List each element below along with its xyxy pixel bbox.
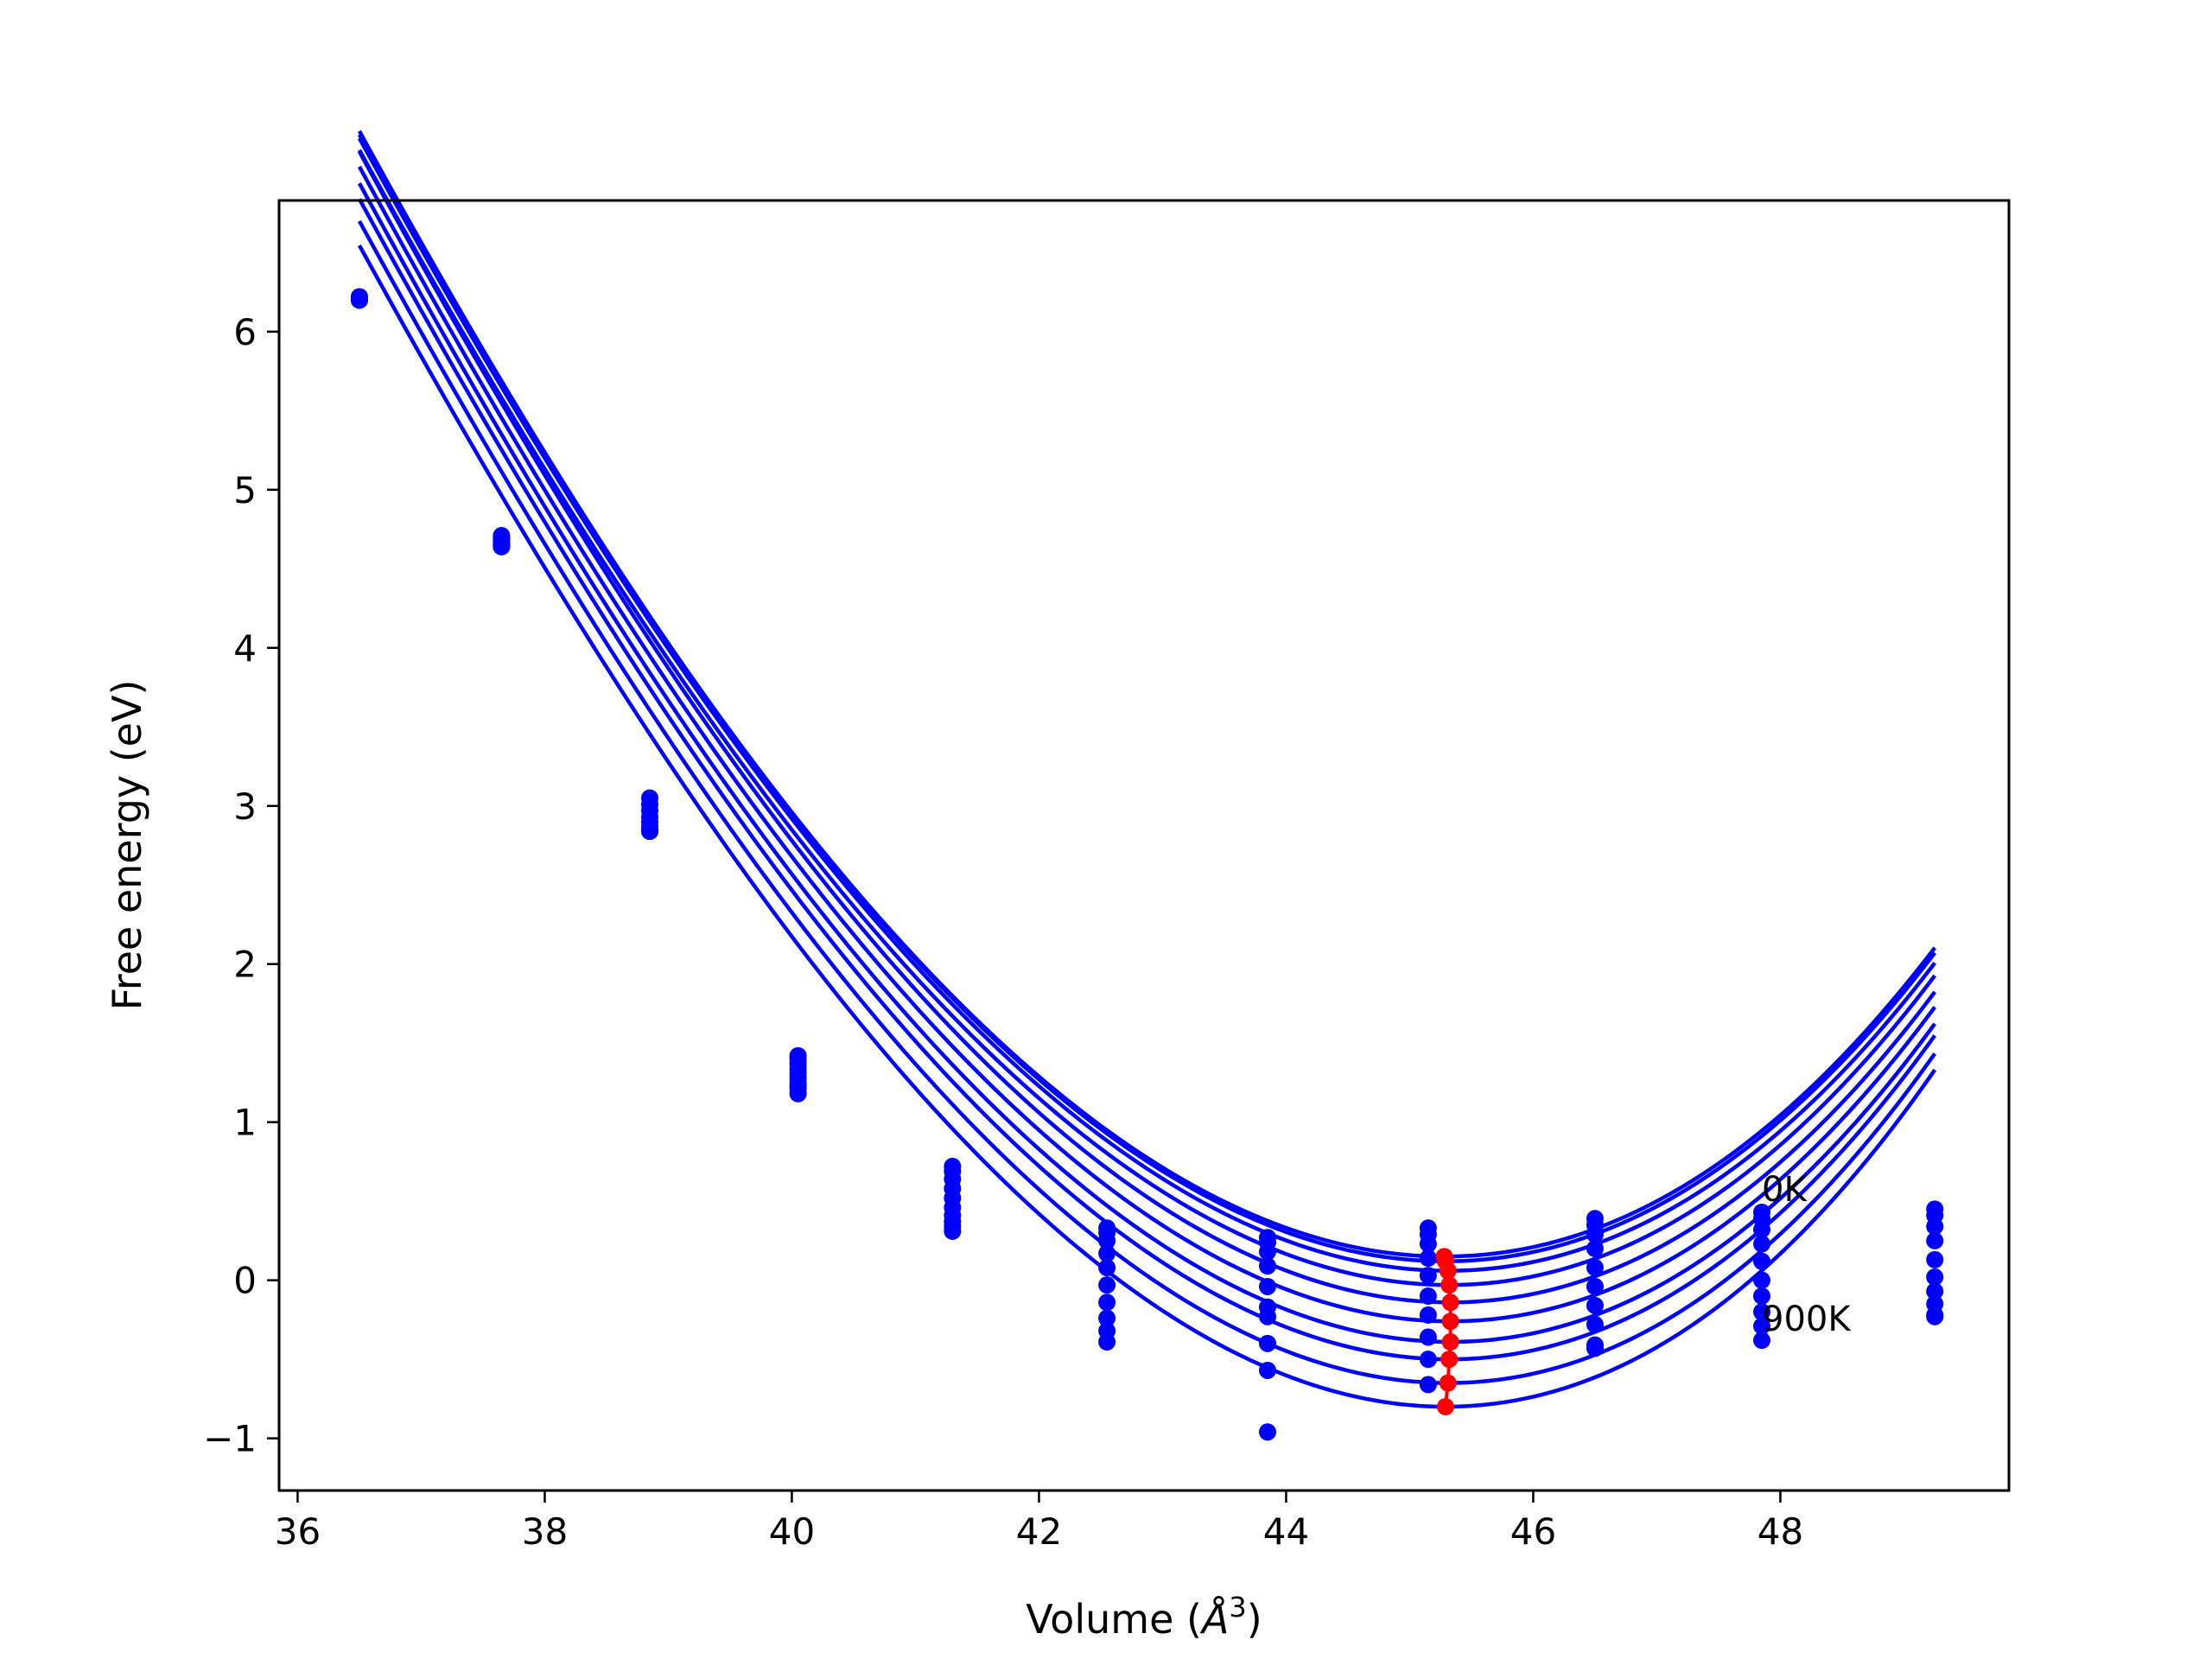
fit-curve-700K (357, 198, 1937, 1362)
data-point (1926, 1231, 1944, 1249)
data-point (1586, 1296, 1604, 1314)
x-tick-label: 46 (1510, 1510, 1556, 1553)
data-point (1259, 1257, 1276, 1275)
data-point (1926, 1250, 1944, 1268)
data-points (350, 288, 1944, 1441)
y-tick-label: 0 (233, 1260, 257, 1302)
data-point (1753, 1252, 1770, 1270)
x-tick-label: 36 (275, 1510, 321, 1553)
y-tick-label: 5 (233, 469, 257, 512)
data-point (1586, 1277, 1604, 1295)
data-point (1259, 1423, 1276, 1441)
data-point (1259, 1307, 1276, 1325)
fit-curve-0K (357, 133, 1936, 1259)
y-axis-label: Free energy (eV) (104, 680, 150, 1011)
data-point (1419, 1306, 1437, 1324)
data-point (1753, 1303, 1770, 1321)
fit-curve-800K (357, 219, 1937, 1385)
data-point (1098, 1276, 1116, 1294)
data-point (1926, 1307, 1944, 1325)
plot-frame (277, 199, 2011, 1492)
y-tick-label: −1 (203, 1418, 257, 1460)
data-point (1259, 1334, 1276, 1352)
data-point (1098, 1333, 1116, 1351)
data-point (1586, 1259, 1604, 1277)
minimum-point (1441, 1333, 1459, 1351)
curve-annotation: 900K (1762, 1300, 1852, 1339)
fit-curve-900K (357, 244, 1937, 1409)
x-tick-label: 38 (522, 1510, 568, 1553)
data-point (1098, 1259, 1116, 1277)
minimum-point (1436, 1398, 1454, 1416)
data-point (1098, 1294, 1116, 1312)
minimum-point (1440, 1351, 1459, 1369)
data-point (1259, 1277, 1276, 1295)
curve-annotation: 0K (1762, 1170, 1808, 1210)
data-point (1586, 1225, 1604, 1243)
x-tick-label: 42 (1016, 1510, 1062, 1553)
y-tick-label: 4 (233, 627, 257, 670)
fit-curves (357, 130, 1937, 1409)
x-tick-label: 40 (769, 1510, 815, 1553)
data-point (1753, 1317, 1770, 1335)
data-point (1259, 1361, 1276, 1379)
fit-curve-300K (357, 149, 1936, 1287)
minimum-point (1439, 1374, 1457, 1392)
data-point (1419, 1351, 1437, 1369)
y-tick-label: 2 (233, 944, 257, 986)
data-point (1419, 1328, 1437, 1346)
x-axis-label: Volume (Å3) (1026, 1591, 1262, 1643)
data-point (1419, 1249, 1437, 1268)
x-axis-ticks: 36 38 40 42 44 46 48 (275, 1491, 1803, 1553)
data-point (1753, 1235, 1770, 1253)
data-point (1926, 1268, 1944, 1286)
data-point (1419, 1287, 1437, 1305)
data-point (1926, 1282, 1944, 1300)
y-tick-label: 1 (233, 1102, 257, 1144)
data-point (1586, 1339, 1604, 1357)
fit-curve-200K (357, 137, 1936, 1273)
minimum-point (1440, 1276, 1459, 1294)
fit-curve-600K (357, 182, 1937, 1344)
data-point (1419, 1267, 1437, 1285)
data-point (493, 537, 511, 556)
data-point (1098, 1244, 1116, 1262)
data-point (1753, 1271, 1770, 1289)
data-point (1753, 1287, 1770, 1305)
annotations: 0K 900K (1762, 1170, 1852, 1339)
data-point (1586, 1240, 1604, 1258)
fit-curve-400K (357, 150, 1936, 1305)
data-point (1419, 1235, 1437, 1253)
data-point (1586, 1315, 1604, 1333)
minimum-point (1439, 1262, 1457, 1280)
minimum-point (1441, 1313, 1459, 1331)
minimum-point (1441, 1294, 1459, 1312)
x-tick-label: 44 (1263, 1510, 1309, 1553)
data-point (789, 1084, 807, 1103)
fit-curve-500K (357, 165, 1937, 1324)
data-point (1419, 1376, 1437, 1394)
data-point (1098, 1309, 1116, 1327)
data-point (1259, 1243, 1276, 1261)
data-point (1753, 1221, 1770, 1239)
minimum-points (1435, 1248, 1459, 1416)
data-point (641, 823, 658, 841)
data-point (1753, 1332, 1770, 1350)
fit-curve-100K (357, 130, 1936, 1263)
data-point (1926, 1217, 1944, 1236)
y-axis-ticks: −1 0 1 2 3 4 5 6 (203, 311, 279, 1460)
data-point (944, 1222, 962, 1240)
x-tick-label: 48 (1758, 1510, 1803, 1553)
data-point (1098, 1231, 1116, 1249)
y-tick-label: 3 (233, 785, 257, 828)
data-point (350, 288, 368, 306)
y-tick-label: 6 (233, 311, 257, 353)
